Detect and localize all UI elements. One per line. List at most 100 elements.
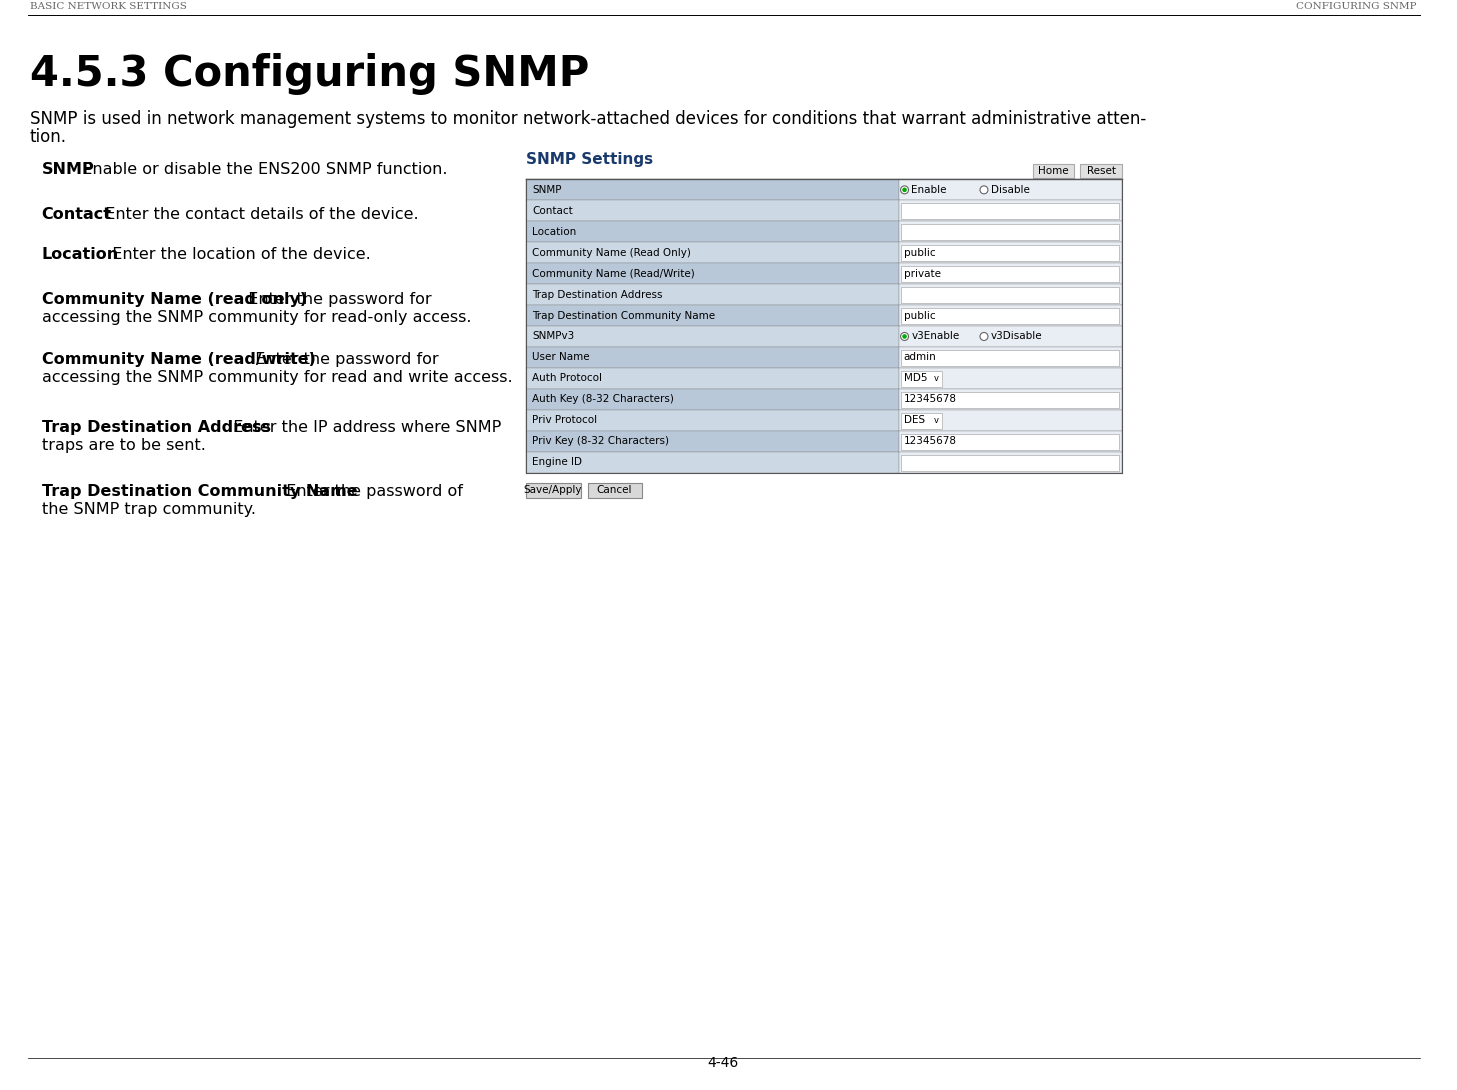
Text: BASIC NETWORK SETTINGS: BASIC NETWORK SETTINGS (29, 2, 186, 11)
Text: accessing the SNMP community for read-only access.: accessing the SNMP community for read-on… (42, 310, 471, 325)
Text: Cancel: Cancel (597, 485, 632, 495)
FancyBboxPatch shape (900, 204, 1119, 219)
FancyBboxPatch shape (526, 221, 899, 242)
Text: Home: Home (1039, 167, 1069, 177)
FancyBboxPatch shape (526, 180, 899, 201)
Text: CONFIGURING SNMP: CONFIGURING SNMP (1297, 2, 1416, 11)
FancyBboxPatch shape (526, 242, 899, 263)
Text: Trap Destination Address: Trap Destination Address (532, 290, 663, 300)
Circle shape (981, 186, 988, 194)
Circle shape (902, 335, 906, 339)
FancyBboxPatch shape (526, 451, 899, 473)
FancyBboxPatch shape (900, 225, 1119, 240)
FancyBboxPatch shape (526, 305, 899, 326)
FancyBboxPatch shape (899, 305, 1122, 326)
FancyBboxPatch shape (899, 180, 1122, 201)
FancyBboxPatch shape (900, 308, 1119, 324)
FancyBboxPatch shape (526, 431, 899, 451)
Text: Community Name (Read/Write): Community Name (Read/Write) (532, 268, 695, 279)
FancyBboxPatch shape (899, 451, 1122, 473)
FancyBboxPatch shape (1080, 165, 1122, 179)
Text: 4.5.3 Configuring SNMP: 4.5.3 Configuring SNMP (29, 52, 589, 95)
Text: Enable or disable the ENS200 SNMP function.: Enable or disable the ENS200 SNMP functi… (71, 162, 447, 178)
Text: Contact: Contact (42, 207, 112, 222)
Text: SNMP: SNMP (532, 185, 562, 195)
FancyBboxPatch shape (1033, 165, 1074, 179)
Text: MD5: MD5 (903, 374, 927, 384)
FancyBboxPatch shape (900, 455, 1119, 471)
FancyBboxPatch shape (526, 201, 899, 221)
Text: Reset: Reset (1087, 167, 1116, 177)
FancyBboxPatch shape (526, 326, 899, 347)
Circle shape (981, 332, 988, 340)
Text: 12345678: 12345678 (903, 395, 957, 404)
Text: public: public (903, 311, 935, 320)
FancyBboxPatch shape (899, 347, 1122, 368)
Text: Enter the location of the device.: Enter the location of the device. (102, 247, 372, 263)
Text: Trap Destination Address: Trap Destination Address (42, 420, 271, 435)
Text: Location: Location (532, 227, 577, 237)
Circle shape (902, 187, 906, 192)
Text: User Name: User Name (532, 352, 590, 362)
FancyBboxPatch shape (899, 263, 1122, 284)
FancyBboxPatch shape (899, 410, 1122, 431)
FancyBboxPatch shape (526, 410, 899, 431)
FancyBboxPatch shape (900, 287, 1119, 303)
Text: Community Name (Read Only): Community Name (Read Only) (532, 247, 691, 257)
FancyBboxPatch shape (899, 368, 1122, 389)
Text: Save/Apply: Save/Apply (525, 485, 583, 495)
Text: Trap Destination Community Name: Trap Destination Community Name (532, 311, 715, 320)
FancyBboxPatch shape (526, 389, 899, 410)
Text: Priv Protocol: Priv Protocol (532, 415, 597, 425)
Text: Enter the password for: Enter the password for (245, 352, 439, 367)
FancyBboxPatch shape (587, 483, 643, 497)
Text: DES: DES (903, 415, 925, 425)
Text: Auth Key (8-32 Characters): Auth Key (8-32 Characters) (532, 395, 675, 404)
Text: tion.: tion. (29, 128, 67, 145)
Text: Enter the password of: Enter the password of (275, 484, 462, 498)
Text: Location: Location (42, 247, 119, 263)
Text: the SNMP trap community.: the SNMP trap community. (42, 501, 255, 517)
FancyBboxPatch shape (899, 242, 1122, 263)
Text: traps are to be sent.: traps are to be sent. (42, 438, 205, 452)
FancyBboxPatch shape (526, 284, 899, 305)
FancyBboxPatch shape (900, 413, 943, 428)
Text: Engine ID: Engine ID (532, 457, 583, 468)
Text: v: v (934, 374, 938, 383)
Text: Trap Destination Community Name: Trap Destination Community Name (42, 484, 357, 498)
FancyBboxPatch shape (899, 284, 1122, 305)
FancyBboxPatch shape (900, 350, 1119, 366)
Text: 4-46: 4-46 (707, 1056, 739, 1070)
Text: private: private (903, 268, 941, 279)
FancyBboxPatch shape (526, 483, 581, 497)
Text: Enable: Enable (912, 185, 947, 195)
Text: v3Disable: v3Disable (991, 331, 1043, 341)
Text: Community Name (read only): Community Name (read only) (42, 292, 307, 307)
FancyBboxPatch shape (526, 347, 899, 368)
FancyBboxPatch shape (899, 389, 1122, 410)
FancyBboxPatch shape (526, 263, 899, 284)
Text: SNMPv3: SNMPv3 (532, 331, 574, 341)
Circle shape (900, 332, 909, 340)
Text: v: v (934, 415, 938, 425)
Text: Enter the contact details of the device.: Enter the contact details of the device. (95, 207, 418, 222)
FancyBboxPatch shape (900, 266, 1119, 282)
FancyBboxPatch shape (526, 368, 899, 389)
Text: Community Name (read/write): Community Name (read/write) (42, 352, 316, 367)
Text: SNMP Settings: SNMP Settings (526, 153, 653, 168)
Circle shape (900, 186, 909, 194)
FancyBboxPatch shape (900, 371, 943, 387)
FancyBboxPatch shape (899, 201, 1122, 221)
Text: 12345678: 12345678 (903, 436, 957, 446)
FancyBboxPatch shape (899, 326, 1122, 347)
Text: Enter the password for: Enter the password for (237, 292, 431, 307)
FancyBboxPatch shape (900, 391, 1119, 408)
Text: Enter the IP address where SNMP: Enter the IP address where SNMP (223, 420, 501, 435)
FancyBboxPatch shape (900, 245, 1119, 262)
FancyBboxPatch shape (899, 221, 1122, 242)
Text: SNMP is used in network management systems to monitor network-attached devices f: SNMP is used in network management syste… (29, 110, 1147, 128)
Text: Disable: Disable (991, 185, 1030, 195)
Text: public: public (903, 247, 935, 257)
FancyBboxPatch shape (899, 431, 1122, 451)
Text: Priv Key (8-32 Characters): Priv Key (8-32 Characters) (532, 436, 669, 446)
